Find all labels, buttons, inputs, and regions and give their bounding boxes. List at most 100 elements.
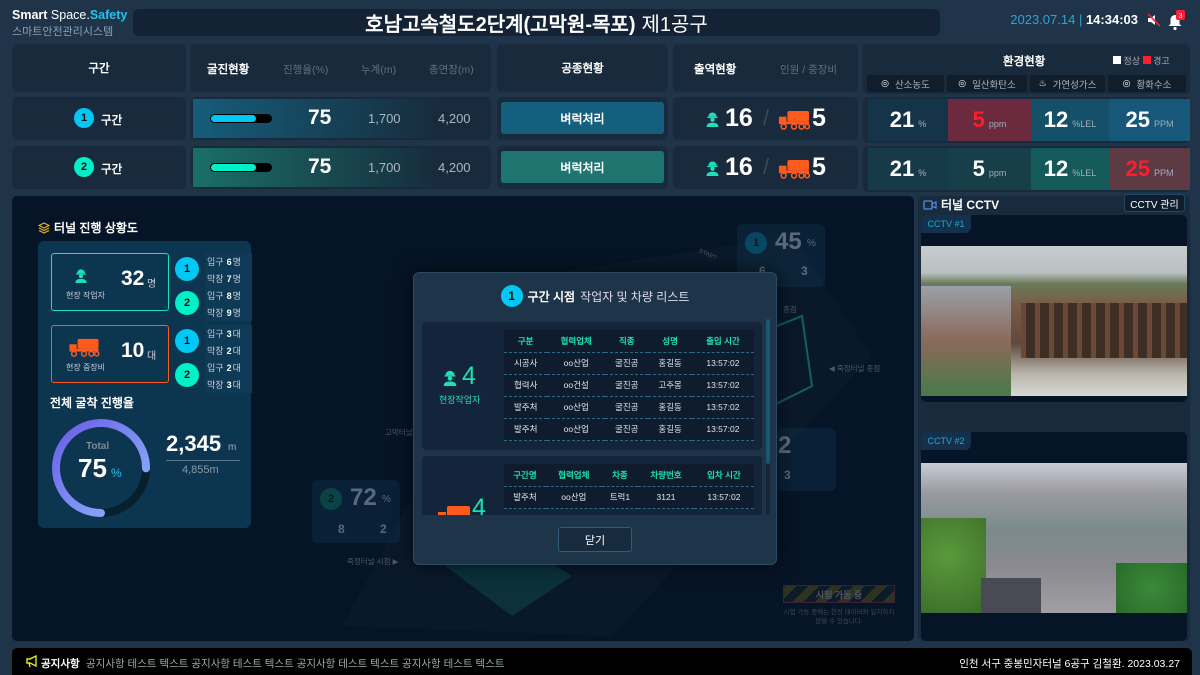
map-mid-equip: 3 [784, 468, 791, 482]
total-pct: 75 [78, 453, 107, 483]
section-row-2[interactable]: 2 구간 [12, 146, 186, 189]
attendance-cell[interactable]: 16 / 5 [673, 146, 858, 189]
workers-s2-stat: 입구 8 명 [205, 287, 252, 304]
section-badge: 2 [175, 291, 199, 315]
test-mode-note: 시험 가동 중에는 현장 데이터와 일치하지 않을 수 있습니다. [783, 609, 895, 625]
test-mode-badge: 시험 가동 중 [783, 585, 895, 603]
work-type-button[interactable]: 벼럭처리 [501, 151, 664, 183]
worker-list-section: 4 현장작업자 구분 협력업체 직종 성명 출입 시간 시공사 oo산업 굴진공 홍길동 13:5… [422, 322, 762, 450]
env-value-0: 21% [868, 99, 948, 141]
env-value-1: 5 ppm [948, 148, 1031, 190]
pct-unit: % [382, 494, 391, 505]
col-header-section: 구간 [12, 44, 186, 92]
cctv-1-feed[interactable]: CCTV #1 [921, 215, 1187, 402]
table-cell: 고주몽 [648, 374, 692, 397]
equip-s2-stat: 입구 2 대 [205, 359, 252, 376]
map-section-1-card[interactable]: 1 45 % 6 3 [737, 224, 825, 287]
col-header-work: 공종현황 [497, 44, 668, 92]
worker-count: 16 [725, 153, 753, 181]
cctv-2-feed[interactable]: CCTV #2 [921, 432, 1187, 641]
cumulative-label: 누계(m) [361, 64, 397, 76]
equipment-label: 현장 중장비 [66, 363, 106, 372]
mute-icon[interactable] [1146, 12, 1162, 28]
worker-table: 구분 협력업체 직종 성명 출입 시간 시공사 oo산업 굴진공 홍길동 13:57:02 협력사 o… [504, 330, 754, 441]
env-value-3: 25 PPM [1109, 148, 1190, 190]
col-header-attendance: 출역현황 인원 / 중장비 [673, 44, 858, 92]
equip-s1-stat: 입구 3 대 [205, 325, 252, 342]
table-row[interactable]: 협력사 oo건설 굴진공 고주몽 13:57:02 [504, 374, 754, 397]
vehicle-list-section: 4 구간명 협력업체 차종 차량번호 입차 시간 발주처 oo산업 트럭1 3121 13:57:… [422, 456, 762, 515]
env-value-0: 21% [868, 148, 948, 190]
table-cell: oo산업 [547, 396, 606, 419]
map-s2-pct: 72 [350, 484, 377, 511]
env-value-1: 5 ppm [948, 99, 1031, 141]
vehicle-table: 구간명 협력업체 차종 차량번호 입차 시간 발주처 oo산업 트럭1 3121 13:57:02 [504, 464, 754, 509]
env-value-2: 12 %LEL [1031, 99, 1109, 141]
env-header-3: ◎ 황화수소 [1108, 75, 1186, 92]
cumulative: 1,700 [368, 160, 401, 175]
notice-text[interactable]: 공지사항 테스트 텍스트 공지사항 테스트 텍스트 공지사항 테스트 텍스트 공… [86, 658, 505, 670]
datetime: 2023.07.14 | 14:34:03 [1010, 12, 1138, 27]
column-header: 협력업체 [547, 330, 606, 353]
truck-icon [68, 337, 100, 357]
page-title: 호남고속철도2단계(고막원-목포) 제1공구 [133, 9, 940, 36]
table-cell: 발주처 [504, 418, 548, 441]
section-badge: 2 [320, 488, 342, 510]
tunnel-title: 터널 진행 상황도 [38, 219, 138, 236]
alert-count-badge: 3 [1176, 10, 1185, 20]
section-row-1[interactable]: 1 구간 [12, 97, 186, 140]
map-jukjeong-end-label: ◀ 죽정터널 종점 [829, 364, 881, 373]
table-row[interactable]: 발주처 oo산업 굴진공 홍길동 13:57:02 [504, 418, 754, 441]
map-jukjeong-start-label: 죽정터널 시점 ▶ [347, 557, 399, 566]
column-header: 구분 [504, 330, 548, 353]
modal-scroll-area[interactable]: 4 현장작업자 구분 협력업체 직종 성명 출입 시간 시공사 oo산업 굴진공 홍길동 13:5… [422, 319, 767, 515]
workers-s1-stat: 입구 6 명 [205, 253, 252, 270]
work-type-button[interactable]: 벼럭처리 [501, 102, 664, 134]
table-row[interactable]: 발주처 oo산업 트럭1 3121 13:57:02 [504, 486, 754, 509]
equip-s2-stat: 막장 3 대 [205, 376, 252, 393]
modal-title: 1 구간 시점 작업자 및 차량 리스트 [414, 285, 776, 307]
cctv-2-image [921, 463, 1187, 613]
equipment-summary[interactable]: 10 대 현장 중장비 [51, 325, 169, 383]
table-cell: 굴진공 [605, 396, 649, 419]
table-cell: 홍길동 [648, 418, 692, 441]
scrollbar-thumb[interactable] [766, 319, 770, 464]
table-cell: 굴진공 [605, 352, 649, 375]
notice-bar: 공지사항 공지사항 테스트 텍스트 공지사항 테스트 텍스트 공지사항 테스트 … [12, 648, 1192, 675]
workers-summary[interactable]: 32 명 현장 작업자 [51, 253, 169, 311]
section-list-modal: 1 구간 시점 작업자 및 차량 리스트 4 현장작업자 구분 협력업체 직종 성명 출입… [413, 272, 777, 565]
total-label: Total [86, 441, 110, 452]
unit: 명 [147, 279, 157, 290]
worker-icon [704, 109, 721, 128]
total-length: 4,855m [182, 464, 219, 476]
map-s2-workers: 8 [338, 522, 345, 536]
table-row[interactable]: 시공사 oo산업 굴진공 홍길동 13:57:02 [504, 352, 754, 375]
progress-rate: 75 [308, 106, 332, 129]
worker-icon [704, 158, 721, 177]
progress-row: 75 1,700 4,200 [191, 97, 491, 140]
bell-icon[interactable]: 3 [1167, 10, 1187, 31]
section-badge: 2 [175, 363, 199, 387]
modal-scrollbar[interactable] [766, 319, 770, 515]
close-button[interactable]: 닫기 [558, 527, 632, 552]
table-row[interactable]: 발주처 oo산업 굴진공 홍길동 13:57:02 [504, 396, 754, 419]
equip-s1-stat: 막장 2 대 [205, 342, 252, 359]
section-badge: 1 [74, 108, 94, 128]
table-cell: 13:57:02 [691, 418, 754, 441]
column-header: 출입 시간 [691, 330, 754, 353]
column-header: 차량번호 [638, 464, 694, 487]
total-length: 4,200 [438, 111, 471, 126]
pct-unit: % [807, 238, 816, 249]
attendance-label: 출역현황 [694, 64, 737, 76]
map-mid-card[interactable]: 2 3 [776, 428, 836, 491]
env-value-2: 12 %LEL [1031, 148, 1109, 190]
total-progress-ring [52, 419, 150, 517]
col-header-progress: 굴진현황 진행율(%) 누계(m) 총연장(m) [191, 44, 491, 92]
truck-icon [778, 158, 810, 179]
cctv-manage-button[interactable]: CCTV 관리 [1124, 194, 1185, 212]
map-section-2-card[interactable]: 2 72 % 8 2 [312, 480, 400, 543]
attendance-cell[interactable]: 16 / 5 [673, 97, 858, 140]
flame-icon: ♨ [1038, 78, 1047, 88]
cctv-2-label: CCTV #2 [921, 432, 971, 450]
brand-subtitle: 스마트안전관리시스템 [12, 26, 114, 38]
